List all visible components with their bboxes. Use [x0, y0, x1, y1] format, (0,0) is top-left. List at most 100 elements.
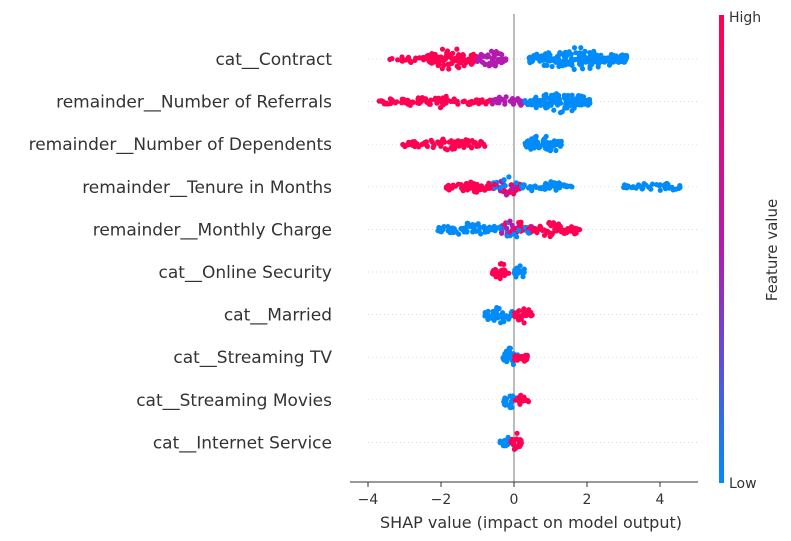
- shap-point: [567, 226, 573, 232]
- shap-point: [501, 269, 507, 275]
- shap-point: [507, 218, 513, 224]
- shap-point: [519, 353, 525, 359]
- shap-point: [445, 224, 451, 230]
- x-tick-label: −2: [431, 492, 452, 508]
- x-axis-title: SHAP value (impact on model output): [380, 513, 682, 532]
- shap-point: [495, 57, 501, 63]
- beeswarm-points: [376, 45, 683, 452]
- shap-point: [499, 96, 505, 102]
- shap-point: [517, 100, 523, 106]
- shap-point: [445, 186, 451, 192]
- shap-point: [673, 186, 679, 192]
- shap-point: [492, 182, 498, 188]
- shap-point: [415, 96, 421, 102]
- shap-point: [453, 142, 459, 148]
- shap-point: [478, 141, 484, 147]
- colorbar-high-label: High: [729, 10, 761, 26]
- shap-point: [657, 187, 663, 193]
- shap-point: [571, 66, 577, 72]
- shap-point: [548, 183, 554, 189]
- shap-point: [557, 62, 563, 68]
- shap-point: [534, 53, 540, 60]
- shap-point: [440, 225, 446, 231]
- shap-point: [454, 63, 460, 69]
- shap-point: [476, 228, 482, 234]
- shap-point: [450, 50, 456, 56]
- shap-point: [470, 54, 476, 61]
- shap-point: [491, 54, 497, 61]
- shap-point: [470, 222, 476, 228]
- shap-point: [621, 184, 627, 190]
- shap-point: [544, 62, 550, 68]
- shap-point: [633, 185, 639, 191]
- shap-point: [516, 227, 522, 233]
- shap-point: [469, 61, 475, 67]
- shap-point: [587, 65, 593, 71]
- shap-point: [589, 58, 595, 64]
- shap-point: [526, 139, 532, 145]
- shap-point: [501, 261, 507, 267]
- shap-point: [577, 50, 583, 56]
- shap-point: [499, 230, 505, 236]
- feature-rows: cat__Contract remainder__Number of Referr…: [29, 50, 698, 453]
- shap-point: [498, 439, 504, 445]
- shap-point: [491, 267, 497, 273]
- shap-point: [524, 144, 530, 150]
- shap-point: [463, 138, 469, 144]
- shap-point: [656, 183, 663, 189]
- shap-point: [595, 61, 601, 67]
- shap-point: [513, 274, 519, 280]
- shap-point: [546, 230, 552, 236]
- shap-point: [646, 184, 653, 190]
- shap-point: [570, 99, 576, 105]
- shap-point: [587, 50, 593, 56]
- shap-point: [549, 63, 555, 70]
- shap-point: [392, 100, 398, 106]
- shap-point: [420, 96, 426, 102]
- shap-point: [520, 270, 526, 276]
- shap-point: [602, 57, 608, 63]
- shap-point: [470, 229, 476, 235]
- shap-point: [548, 140, 554, 146]
- shap-point: [525, 229, 531, 236]
- feature-label: remainder__Monthly Charge: [93, 220, 332, 240]
- shap-point: [458, 226, 464, 232]
- shap-point: [441, 96, 447, 102]
- shap-point: [615, 59, 622, 65]
- shap-point: [499, 315, 506, 321]
- shap-point: [439, 100, 445, 106]
- shap-point: [623, 57, 629, 63]
- shap-point: [529, 143, 535, 149]
- feature-label: cat__Streaming TV: [173, 348, 332, 368]
- shap-point: [538, 224, 544, 230]
- shap-point: [399, 54, 405, 60]
- shap-point: [456, 57, 462, 63]
- shap-point: [441, 62, 447, 68]
- shap-point: [534, 230, 540, 236]
- shap-point: [641, 181, 647, 187]
- shap-point: [598, 52, 604, 58]
- shap-point: [573, 230, 579, 236]
- shap-point: [497, 225, 503, 231]
- shap-point: [613, 54, 619, 61]
- shap-point: [498, 320, 504, 326]
- shap-point: [557, 110, 564, 116]
- shap-point: [493, 96, 499, 102]
- shap-point: [406, 139, 412, 145]
- shap-point: [540, 141, 546, 148]
- shap-point: [436, 55, 442, 61]
- shap-point: [564, 183, 570, 189]
- shap-point: [499, 52, 505, 58]
- shap-point: [625, 183, 631, 189]
- shap-point: [500, 56, 506, 62]
- shap-point: [514, 430, 520, 436]
- shap-point: [428, 97, 434, 103]
- shap-point: [478, 183, 484, 189]
- shap-point: [442, 146, 448, 152]
- shap-point: [430, 56, 436, 62]
- feature-label: remainder__Tenure in Months: [82, 178, 332, 198]
- shap-point: [525, 101, 531, 108]
- shap-point: [581, 97, 588, 103]
- shap-point: [595, 56, 601, 62]
- shap-point: [578, 45, 584, 51]
